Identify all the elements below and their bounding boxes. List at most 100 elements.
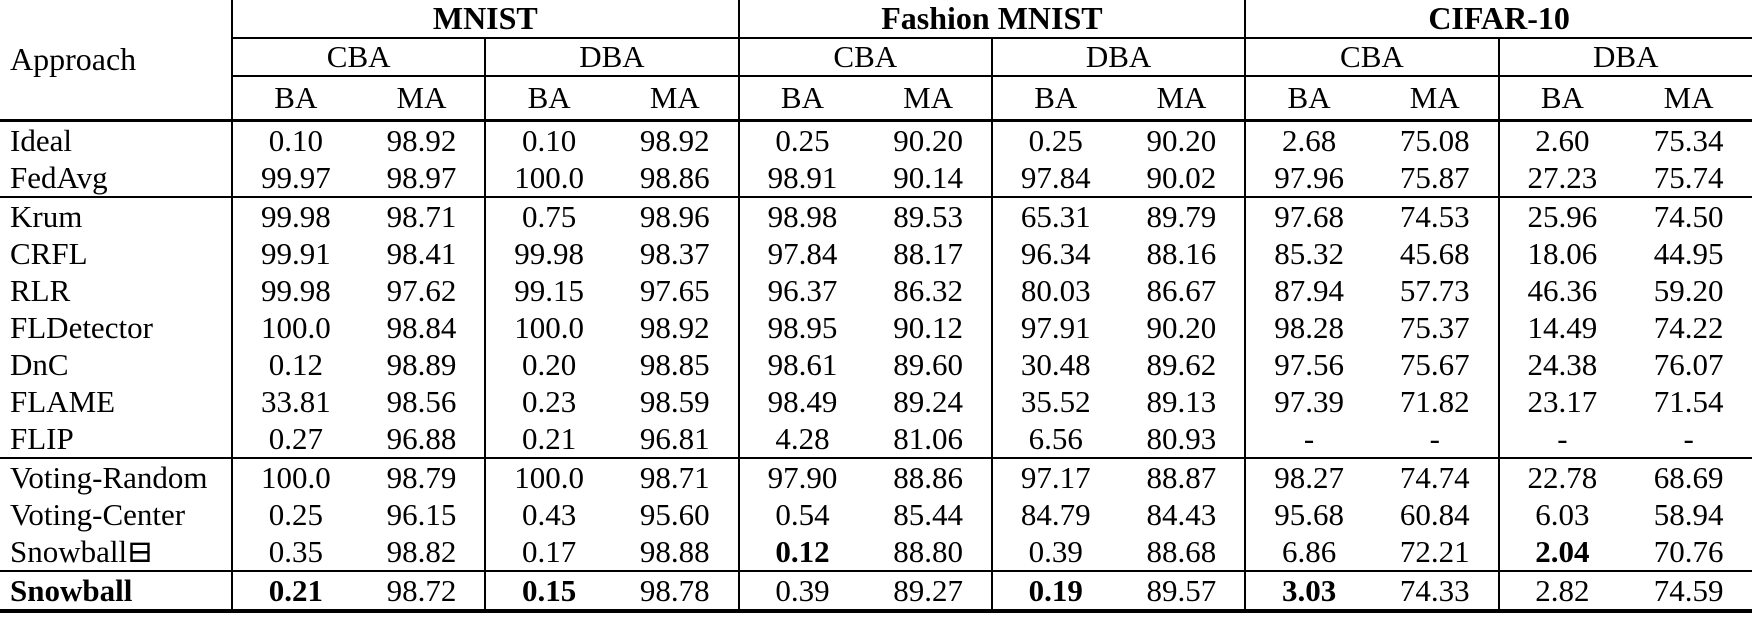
value-cell: - (1244, 420, 1372, 458)
value-cell: 35.52 (990, 383, 1119, 420)
approach-label: Snowball⊟ (10, 533, 154, 569)
value-cell: 96.15 (386, 496, 457, 532)
value-cell: 97.56 (1244, 346, 1372, 383)
value-cell: 88.80 (893, 533, 963, 569)
value-cell: 97.96 (1244, 159, 1372, 197)
value-cell: 96.37 (737, 272, 866, 309)
value-cell: 6.86 (1244, 533, 1372, 571)
value-cell: 6.03 (1497, 496, 1626, 533)
value-cell: 74.22 (1653, 309, 1724, 345)
value-cell: 97.68 (1244, 196, 1372, 235)
value-cell: 84.43 (1146, 496, 1217, 532)
metric-header-ba: BA (1497, 76, 1626, 122)
value-cell: 88.16 (1146, 235, 1217, 271)
value-cell: 71.82 (1399, 383, 1470, 419)
value-cell: 59.20 (1653, 272, 1724, 308)
value-cell: 18.06 (1497, 235, 1626, 272)
value-cell: 58.94 (1653, 496, 1724, 532)
value-cell: 90.12 (893, 309, 963, 345)
value-cell: 24.38 (1497, 346, 1626, 383)
approach-label: Ideal (10, 122, 72, 158)
value-cell: 75.74 (1653, 159, 1724, 195)
table-row: RLR 99.98 97.62 99.15 97.65 96.37 86.32 80.03 86… (0, 272, 1752, 309)
value-cell: 0.10 (484, 120, 612, 159)
value-cell: 74.33 (1371, 570, 1499, 613)
value-cell: 85.32 (1244, 235, 1372, 272)
value-cell: 99.98 (231, 196, 359, 235)
dataset-header-cifar10: CIFAR-10 (1244, 0, 1752, 39)
table-row: FLIP 0.27 96.88 0.21 96.81 4.28 81.06 6.56 80.93… (0, 420, 1752, 458)
value-cell: 90.20 (1146, 122, 1217, 158)
value-cell: 98.95 (737, 309, 866, 346)
attack-header-cba: CBA (737, 38, 992, 77)
value-cell: 74.74 (1371, 457, 1499, 496)
value-cell: 65.31 (990, 196, 1119, 235)
value-cell: 0.43 (484, 496, 612, 533)
value-cell: 99.91 (231, 235, 359, 272)
value-cell: 98.85 (639, 346, 710, 382)
value-cell: 75.34 (1653, 122, 1724, 158)
value-cell: 89.24 (893, 383, 963, 419)
value-cell: 98.49 (737, 383, 866, 420)
value-cell: 0.39 (990, 533, 1119, 571)
value-cell: 100.0 (231, 457, 359, 496)
value-cell: 90.14 (893, 159, 963, 195)
value-cell: 2.04 (1497, 533, 1626, 571)
dataset-header-mnist: MNIST (231, 0, 739, 39)
value-cell: 100.0 (484, 457, 612, 496)
value-cell: 97.17 (990, 457, 1119, 496)
table-row: CRFL 99.91 98.41 99.98 98.37 97.84 88.17 96.34 8… (0, 235, 1752, 272)
value-cell: 98.27 (1244, 457, 1372, 496)
value-cell: 97.39 (1244, 383, 1372, 420)
value-cell: 0.39 (737, 570, 866, 613)
value-cell: 57.73 (1399, 272, 1470, 308)
value-cell: 0.12 (737, 533, 866, 571)
value-cell: 0.25 (737, 120, 866, 159)
table-row: Krum 99.98 98.71 0.75 98.96 98.98 89.53 65.31 89… (0, 196, 1752, 235)
value-cell: 98.89 (386, 346, 457, 382)
value-cell: 98.84 (386, 309, 457, 345)
value-cell: 96.81 (639, 420, 710, 456)
value-cell: 0.35 (231, 533, 359, 571)
value-cell: 89.62 (1146, 346, 1217, 382)
value-cell: 75.67 (1399, 346, 1470, 382)
metric-header-ba: BA (231, 76, 359, 122)
dataset-header-fashion-mnist: Fashion MNIST (737, 0, 1246, 39)
dataset-header-row: Approach MNIST Fashion MNIST CIFAR-10 (0, 0, 1752, 122)
value-cell: 100.0 (484, 309, 612, 346)
value-cell: 95.60 (639, 496, 710, 532)
value-cell: 98.79 (358, 457, 486, 496)
value-cell: 98.88 (639, 533, 710, 569)
table-row: Voting-Center 0.25 96.15 0.43 95.60 0.54 85.44… (0, 496, 1752, 533)
value-cell: 98.97 (386, 159, 457, 195)
value-cell: 98.78 (611, 570, 739, 613)
value-cell: 98.86 (639, 159, 710, 195)
attack-header-cba: CBA (230, 38, 486, 77)
table-row: FedAvg 99.97 98.97 100.0 98.86 98.91 90.14 97.8… (0, 159, 1752, 197)
metric-header-ma: MA (1118, 76, 1246, 122)
value-cell: 45.68 (1399, 235, 1470, 271)
value-cell: 84.79 (990, 496, 1119, 533)
approach-label: FLAME (10, 383, 116, 419)
value-cell: 89.60 (893, 346, 963, 382)
table-row: Snowball⊟ 0.35 98.82 0.17 98.88 0.12 88.80 0.39… (0, 533, 1752, 571)
value-cell: - (1429, 420, 1440, 456)
value-cell: 98.92 (639, 122, 710, 158)
value-cell: 22.78 (1497, 457, 1626, 496)
metric-header-ma: MA (1371, 76, 1499, 122)
value-cell: 95.68 (1244, 496, 1372, 533)
value-cell: 6.56 (990, 420, 1119, 458)
approach-label: RLR (10, 272, 71, 308)
value-cell: 98.96 (611, 196, 739, 235)
value-cell: 98.59 (639, 383, 710, 419)
value-cell: 72.21 (1399, 533, 1470, 569)
value-cell: 74.50 (1625, 196, 1752, 235)
value-cell: 97.90 (737, 457, 866, 496)
attack-header-row: CBA DBA CBA DBA CBA DBA (0, 38, 1752, 77)
value-cell: 98.91 (737, 159, 866, 197)
attack-header-dba: DBA (990, 38, 1246, 77)
metric-header-ba: BA (737, 76, 866, 122)
attack-header-dba: DBA (484, 38, 739, 77)
value-cell: 81.06 (893, 420, 963, 456)
